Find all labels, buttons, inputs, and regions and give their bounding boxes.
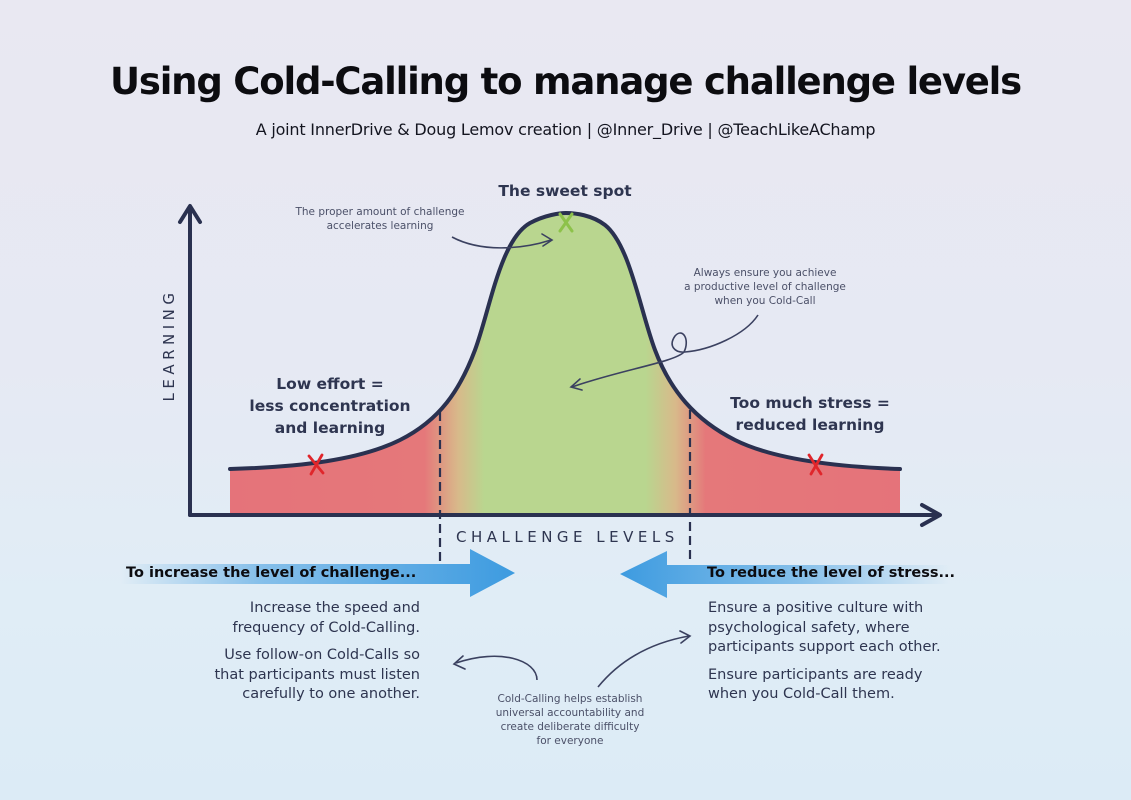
productive-note-arrow-icon <box>571 314 759 388</box>
accountability-note-line: Cold-Calling helps establish <box>497 693 643 705</box>
reduce-stress-line: Ensure participants are ready <box>708 666 923 683</box>
page-title: Using Cold-Calling to manage challenge l… <box>110 60 1022 103</box>
reduce-stress-arrow-icon <box>620 551 950 598</box>
bottom-note-left-arrowhead-icon <box>452 655 466 670</box>
sweet-spot-label: The sweet spot <box>498 182 632 200</box>
reduce-stress-heading: To reduce the level of stress... <box>707 565 956 581</box>
high-stress-label: Too much stress = reduced learning <box>720 392 900 436</box>
peak-note-arrowhead-icon <box>541 233 554 247</box>
bottom-note-right-arrowhead-icon <box>679 630 692 644</box>
increase-challenge-arrow-icon <box>120 549 515 597</box>
increase-challenge-line: frequency of Cold-Calling. <box>232 619 420 636</box>
reduce-stress-line: Ensure a positive culture with <box>708 600 924 616</box>
low-effort-label-line: and learning <box>274 419 386 437</box>
increase-challenge-heading: To increase the level of challenge... <box>126 565 417 581</box>
reduce-stress-text: Ensure a positive culture with psycholog… <box>708 599 1008 705</box>
increase-challenge-text: Increase the speed and frequency of Cold… <box>160 599 420 705</box>
bottom-note-left-arrow-icon <box>455 655 538 681</box>
peak-note: The proper amount of challenge accelerat… <box>270 205 490 233</box>
x-axis-arrowhead-icon <box>920 503 942 527</box>
reduce-stress-line: participants support each other. <box>708 639 941 655</box>
productive-note-line: Always ensure you achieve <box>693 267 837 279</box>
peak-note-arrow-icon <box>451 236 552 249</box>
low-effort-label-line: less concentration <box>249 397 411 415</box>
y-axis-arrowhead-icon <box>178 204 202 224</box>
peak-note-line: accelerates learning <box>326 220 434 232</box>
high-stress-x-icon <box>807 453 824 476</box>
productive-note: Always ensure you achieve a productive l… <box>660 266 870 308</box>
productive-note-line: when you Cold-Call <box>714 295 816 307</box>
bell-curve-line <box>228 210 902 471</box>
high-stress-label-line: Too much stress = <box>730 394 890 412</box>
increase-challenge-line: Increase the speed and <box>249 600 420 616</box>
low-effort-label-line: Low effort = <box>276 375 384 393</box>
low-effort-label: Low effort = less concentration and lear… <box>225 373 435 439</box>
productive-note-line: a productive level of challenge <box>684 281 846 293</box>
accountability-note-line: create deliberate difficulty <box>500 721 640 733</box>
x-axis-label: CHALLENGE LEVELS <box>456 528 679 546</box>
increase-challenge-line: carefully to one another. <box>242 686 420 702</box>
bottom-note-right-arrow-icon <box>597 635 690 688</box>
increase-challenge-line: that participants must listen <box>214 666 420 683</box>
accountability-note-line: for everyone <box>536 735 604 747</box>
page-subtitle: A joint InnerDrive & Doug Lemov creation… <box>255 120 876 139</box>
productive-note-arrowhead-icon <box>569 378 583 391</box>
accountability-note-line: universal accountability and <box>495 707 645 719</box>
sweet-spot-x-icon <box>558 212 574 233</box>
y-axis-label: LEARNING <box>160 288 178 402</box>
accountability-note: Cold-Calling helps establish universal a… <box>470 692 670 748</box>
increase-challenge-line: Use follow-on Cold-Calls so <box>224 647 420 663</box>
reduce-stress-line: psychological safety, where <box>708 619 910 636</box>
peak-note-line: The proper amount of challenge <box>295 206 465 218</box>
curve-fill <box>230 213 900 515</box>
high-stress-label-line: reduced learning <box>735 416 885 434</box>
reduce-stress-line: when you Cold-Call them. <box>708 686 895 702</box>
low-effort-x-icon <box>307 453 325 476</box>
